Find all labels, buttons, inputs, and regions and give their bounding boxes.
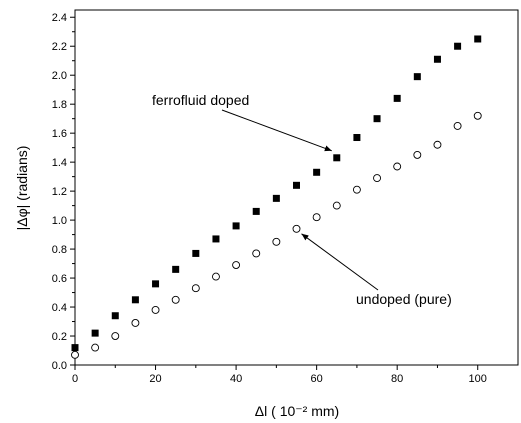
y-tick-label: 1.6 (52, 128, 67, 140)
undoped-pure-point (292, 224, 301, 233)
annotation-undoped-pure: undoped (pure) (356, 291, 452, 307)
ferrofluid-doped-point (433, 55, 441, 63)
y-axis-ticks: 0.0 0.2 0.4 0.6 0.8 1.0 1.2 1.4 1.6 1.8 2.0 2.2 2.4 (52, 12, 75, 372)
y-tick-label: 1.8 (52, 99, 67, 111)
y-tick-label: 1.2 (52, 186, 67, 198)
y-tick-label: 2.0 (52, 70, 67, 82)
undoped-pure-point (413, 150, 422, 159)
ferrofluid-doped-point (111, 312, 119, 320)
y-axis-title: |Δφ| (radians) (14, 146, 30, 231)
x-axis-title: Δl ( 10⁻² mm) (255, 403, 339, 419)
undoped-pure-point (212, 272, 220, 281)
ferrofluid-doped-point (212, 235, 220, 243)
y-tick-label: 0.6 (52, 273, 67, 285)
annotation-arrow-ferrofluid (221, 109, 332, 152)
undoped-pure-point (352, 185, 361, 194)
undoped-pure-point (131, 319, 140, 327)
x-tick-label: 0 (72, 373, 78, 385)
y-tick-label: 0.0 (52, 360, 67, 372)
undoped-pure-point (111, 332, 120, 340)
undoped-pure-point (393, 162, 402, 171)
y-tick-label: 1.0 (52, 215, 67, 227)
ferrofluid-doped-point (413, 73, 421, 81)
annotation-ferrofluid-doped: ferrofluid doped (152, 92, 249, 108)
ferrofluid-doped-point (293, 181, 300, 189)
undoped-pure-point (252, 249, 261, 258)
undoped-pure-point (91, 343, 100, 352)
ferrofluid-doped-point (71, 344, 79, 352)
x-axis-ticks: 0 20 40 60 80 100 (72, 365, 487, 385)
y-tick-label: 0.2 (52, 331, 67, 343)
ferrofluid-doped-point (373, 115, 381, 123)
ferrofluid-doped-point (393, 94, 401, 102)
x-tick-label: 80 (391, 373, 403, 385)
ferrofluid-doped-point (252, 207, 260, 215)
y-tick-label: 0.8 (52, 244, 67, 256)
ferrofluid-doped-point (172, 265, 180, 273)
undoped-pure-point (171, 295, 180, 304)
x-tick-label: 100 (469, 373, 487, 385)
data-series (71, 35, 482, 359)
ferrofluid-doped-point (131, 296, 139, 304)
ferrofluid-doped-point (353, 134, 361, 142)
ferrofluid-doped-point (232, 222, 240, 230)
ferrofluid-doped-point (454, 42, 462, 50)
annotation-arrow-undoped (301, 233, 379, 291)
x-tick-label: 60 (311, 373, 323, 385)
y-tick-label: 0.4 (52, 302, 67, 314)
ferrofluid-doped-point (474, 35, 482, 43)
undoped-pure-point (453, 121, 462, 130)
undoped-pure-point (312, 213, 321, 222)
undoped-pure-point (232, 261, 241, 269)
undoped-pure-point (332, 201, 341, 210)
undoped-pure-point (433, 140, 442, 149)
ferrofluid-doped-point (333, 154, 341, 162)
undoped-pure-point (373, 174, 381, 183)
y-tick-label: 1.4 (52, 157, 67, 169)
plot-frame (74, 9, 519, 366)
undoped-pure-point (473, 111, 482, 120)
ferrofluid-doped-point (192, 249, 200, 257)
ferrofluid-doped-point (91, 329, 99, 337)
undoped-pure-point (272, 237, 281, 246)
x-tick-label: 40 (230, 373, 242, 385)
annotations: ferrofluid doped undoped (pure) (152, 92, 452, 307)
ferrofluid-doped-point (272, 194, 280, 202)
x-tick-label: 20 (149, 373, 161, 385)
undoped-pure-point (71, 350, 79, 359)
undoped-pure-point (151, 305, 160, 314)
ferrofluid-doped-point (313, 168, 321, 176)
ferrofluid-doped-point (152, 280, 160, 288)
y-tick-label: 2.2 (52, 41, 67, 53)
undoped-pure-point (191, 284, 200, 293)
y-tick-label: 2.4 (52, 12, 67, 24)
